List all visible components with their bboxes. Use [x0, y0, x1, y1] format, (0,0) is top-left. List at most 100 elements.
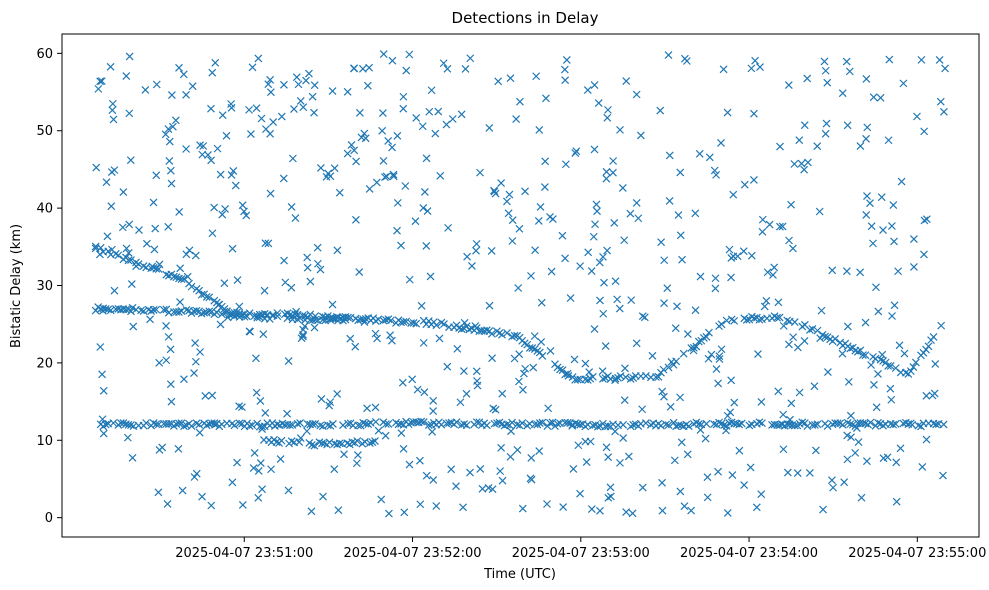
detection-point [527, 475, 536, 484]
detection-point [598, 367, 607, 376]
detection-point [823, 78, 832, 87]
detection-point [472, 418, 481, 427]
y-tick-label: 0 [45, 511, 53, 526]
detection-point [803, 74, 812, 83]
detection-point [920, 127, 929, 136]
detection-point [885, 55, 894, 64]
detection-point [287, 283, 296, 292]
detection-point [316, 421, 325, 430]
detection-point [164, 222, 173, 231]
detection-point [616, 125, 624, 134]
detection-point [535, 348, 544, 357]
detection-point [842, 57, 851, 66]
detection-point [537, 338, 546, 346]
detection-point [363, 404, 371, 413]
x-tick-label: 2025-04-07 23:55:00 [848, 546, 986, 561]
detection-point [590, 81, 599, 89]
detection-point [758, 227, 767, 236]
detection-point [714, 379, 723, 388]
detection-point [846, 420, 855, 429]
detection-point [909, 235, 918, 244]
detection-point [924, 342, 933, 351]
detection-point [833, 419, 842, 428]
detection-point [937, 321, 946, 330]
detection-point [284, 486, 293, 495]
detection-point [328, 87, 337, 95]
detection-point [587, 267, 596, 275]
detection-point [691, 306, 700, 315]
detection-point [266, 129, 275, 138]
detection-point [302, 427, 311, 436]
detection-point [569, 465, 578, 473]
detection-point [609, 168, 617, 177]
detection-point [122, 244, 131, 253]
detection-point [216, 170, 225, 179]
detection-point [676, 393, 685, 402]
detection-point [632, 339, 641, 348]
x-axis: 2025-04-07 23:51:00 2025-04-07 23:52:00 20… [175, 537, 986, 561]
detection-point [435, 334, 444, 343]
detection-point [159, 305, 168, 314]
detection-point [279, 80, 288, 89]
detection-point [332, 313, 341, 321]
detection-point [169, 272, 178, 281]
detection-point [318, 439, 326, 448]
detection-point [208, 229, 217, 238]
detection-point [110, 286, 119, 295]
detection-point [202, 293, 211, 301]
detection-point [252, 104, 261, 113]
detection-point [843, 121, 852, 130]
detection-point [317, 395, 326, 403]
detection-point [152, 80, 161, 89]
detection-point [296, 314, 305, 323]
detection-point [94, 84, 103, 93]
detection-point [152, 305, 161, 314]
detection-point [497, 179, 506, 188]
detection-point [135, 226, 143, 235]
detection-point [428, 427, 437, 436]
detection-point [371, 329, 380, 338]
detection-point [164, 271, 173, 280]
detection-point [658, 478, 666, 487]
detection-point [277, 112, 286, 121]
detection-point [476, 168, 484, 177]
detection-point [750, 314, 759, 323]
detection-point [211, 420, 219, 429]
detection-point [729, 190, 738, 199]
detection-point [269, 118, 278, 126]
detection-point [776, 142, 784, 151]
detection-point [429, 476, 438, 484]
detection-point [485, 301, 494, 310]
detection-point [245, 421, 254, 430]
detection-point [279, 174, 288, 183]
detection-point [773, 313, 782, 322]
detection-point [291, 214, 300, 222]
detection-point [119, 419, 128, 427]
detection-point [886, 362, 895, 370]
detection-point [196, 348, 204, 356]
detection-point [622, 508, 631, 516]
detection-point [422, 471, 431, 480]
detection-point [542, 94, 550, 103]
detection-point [452, 482, 460, 491]
detection-point [611, 427, 620, 436]
detection-point [350, 64, 358, 73]
detection-point [874, 307, 883, 316]
detection-point [854, 438, 863, 446]
detection-point [325, 438, 334, 447]
detection-point [472, 246, 480, 255]
detection-point [576, 489, 584, 498]
detection-point [626, 375, 635, 383]
detection-point [676, 487, 685, 496]
detection-point [109, 115, 118, 124]
detection-point [568, 421, 577, 430]
detection-point [670, 456, 679, 465]
detection-point [676, 231, 685, 240]
detection-point [228, 244, 237, 253]
detection-point [334, 506, 343, 515]
detection-point [217, 420, 226, 429]
detection-point [250, 449, 259, 457]
detection-point [210, 203, 219, 212]
x-tick-label: 2025-04-07 23:51:00 [175, 546, 313, 561]
detection-point [440, 320, 448, 328]
